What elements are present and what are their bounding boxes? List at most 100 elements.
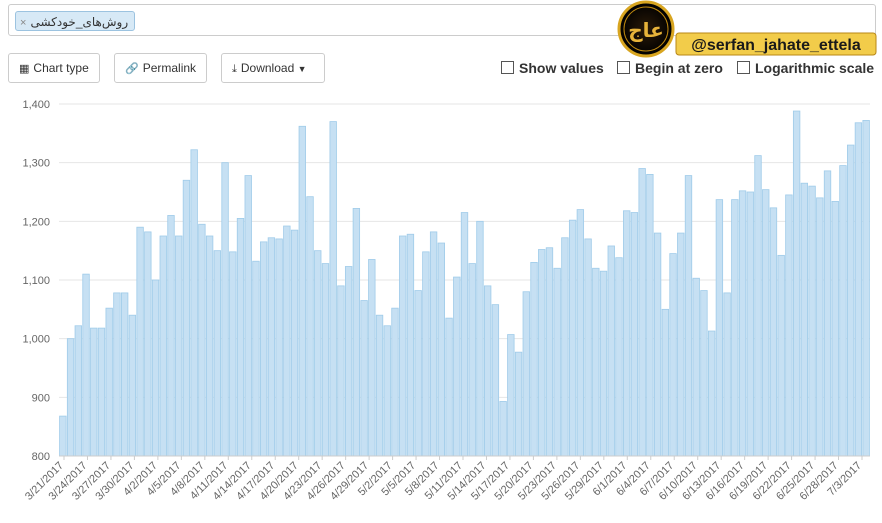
bar[interactable] [623, 210, 631, 457]
begin-at-zero-checkbox[interactable] [617, 61, 630, 74]
bar[interactable] [59, 415, 67, 457]
bar[interactable] [74, 325, 82, 457]
bar[interactable] [615, 257, 623, 457]
bar[interactable] [314, 250, 322, 457]
show-values-checkbox[interactable] [501, 61, 514, 74]
log-scale-option[interactable]: Logarithmic scale [737, 60, 874, 76]
bar[interactable] [607, 245, 615, 457]
bar[interactable] [205, 235, 214, 457]
bar[interactable] [360, 300, 368, 457]
bar[interactable] [252, 260, 260, 457]
bar[interactable] [723, 292, 731, 457]
bar[interactable] [839, 165, 847, 457]
bar[interactable] [646, 174, 654, 457]
bar[interactable] [406, 233, 415, 457]
bar[interactable] [692, 277, 700, 457]
bar[interactable] [630, 212, 639, 457]
bar[interactable] [144, 231, 152, 457]
bar[interactable] [831, 200, 839, 457]
bar[interactable] [344, 266, 353, 457]
bar[interactable] [746, 191, 754, 457]
bar[interactable] [708, 330, 716, 457]
bar[interactable] [584, 238, 592, 457]
bar[interactable] [267, 237, 276, 457]
bar[interactable] [599, 270, 608, 457]
bar[interactable] [136, 226, 144, 457]
bar[interactable] [522, 291, 530, 457]
bar[interactable] [190, 149, 198, 457]
bar[interactable] [391, 307, 399, 457]
bar[interactable] [792, 110, 801, 457]
bar[interactable] [175, 235, 183, 457]
bar[interactable] [352, 208, 361, 457]
bar[interactable] [653, 232, 662, 457]
bar[interactable] [159, 235, 167, 457]
bar[interactable] [82, 273, 90, 457]
bar[interactable] [738, 190, 747, 457]
bar[interactable] [298, 125, 306, 457]
bar[interactable] [229, 251, 237, 457]
bar[interactable] [669, 253, 677, 457]
bar[interactable] [700, 290, 708, 457]
bar[interactable] [592, 267, 600, 457]
bar[interactable] [90, 327, 98, 457]
bar[interactable] [275, 238, 283, 457]
bar[interactable] [213, 250, 221, 457]
bar[interactable] [823, 170, 832, 457]
bar[interactable] [399, 235, 407, 457]
bar[interactable] [769, 207, 778, 457]
bar[interactable] [429, 231, 438, 457]
bar[interactable] [677, 232, 685, 457]
bar[interactable] [561, 237, 569, 457]
bar[interactable] [507, 334, 515, 457]
bar[interactable] [368, 259, 376, 457]
bar[interactable] [460, 212, 469, 457]
bar[interactable] [800, 182, 809, 457]
bar[interactable] [499, 401, 507, 457]
bar[interactable] [414, 290, 422, 457]
bar[interactable] [816, 197, 824, 457]
bar[interactable] [468, 263, 476, 457]
show-values-option[interactable]: Show values [501, 60, 604, 76]
bar[interactable] [260, 241, 268, 457]
chart-type-button[interactable]: ▦ Chart type [8, 53, 100, 83]
search-box[interactable]: × روش‌های_خودکشی [8, 4, 876, 36]
bar[interactable] [785, 194, 793, 457]
bar[interactable] [66, 338, 75, 457]
bar[interactable] [553, 267, 561, 457]
bar[interactable] [167, 215, 175, 457]
bar[interactable] [491, 304, 500, 457]
bar[interactable] [445, 317, 453, 457]
bar[interactable] [661, 308, 669, 457]
bar[interactable] [113, 292, 121, 457]
bar[interactable] [182, 179, 191, 457]
bar[interactable] [337, 285, 345, 457]
bar[interactable] [151, 279, 160, 457]
remove-tag-icon[interactable]: × [20, 17, 27, 29]
bar[interactable] [120, 292, 129, 457]
bar[interactable] [290, 229, 299, 457]
bar[interactable] [514, 351, 523, 457]
permalink-button[interactable]: 🔗 Permalink [114, 53, 207, 83]
bar[interactable] [244, 175, 252, 457]
bar[interactable] [198, 223, 206, 457]
bar[interactable] [236, 217, 245, 457]
bar[interactable] [731, 199, 739, 457]
bar[interactable] [375, 314, 384, 457]
bar[interactable] [306, 196, 314, 457]
bar[interactable] [538, 249, 546, 457]
bar[interactable] [383, 325, 391, 457]
bar[interactable] [422, 251, 430, 457]
bar[interactable] [568, 219, 577, 457]
bar[interactable] [105, 307, 113, 457]
bar[interactable] [862, 120, 870, 457]
bar[interactable] [545, 247, 554, 457]
bar[interactable] [321, 263, 330, 457]
bar[interactable] [283, 225, 291, 457]
bar[interactable] [530, 261, 538, 457]
bar[interactable] [847, 144, 855, 457]
bar[interactable] [128, 314, 137, 457]
bar[interactable] [854, 122, 863, 457]
bar[interactable] [484, 285, 492, 457]
bar[interactable] [638, 168, 646, 457]
